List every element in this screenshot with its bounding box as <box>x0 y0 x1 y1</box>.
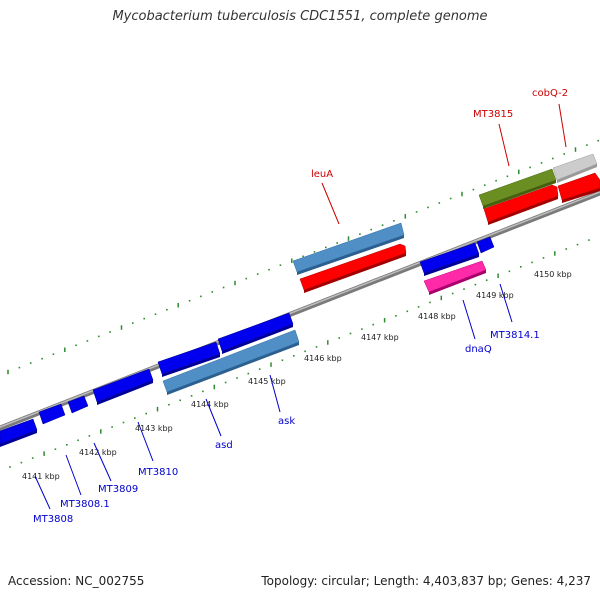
gene-MT3815-partner[interactable] <box>478 168 557 209</box>
accession-text: Accession: NC_002755 <box>8 574 145 588</box>
tick-label-4145: 4145 kbp <box>248 377 286 386</box>
gene-cobQ-2[interactable] <box>552 153 598 183</box>
label-MT3815[interactable]: MT3815 <box>473 109 513 120</box>
label-MT3810[interactable]: MT3810 <box>138 467 178 478</box>
label-dnaQ[interactable]: dnaQ <box>465 344 492 355</box>
gene-dnaQ[interactable] <box>423 260 487 295</box>
genome-backbone <box>0 190 600 431</box>
leader-dnaQ <box>462 299 476 340</box>
label-asd[interactable]: asd <box>215 440 233 451</box>
gene-asd-upper[interactable] <box>157 341 221 377</box>
gene-leuA-partner[interactable] <box>292 222 405 275</box>
leader-MT3814.1 <box>499 283 513 323</box>
label-leuA[interactable]: leuA <box>311 169 333 180</box>
map-title: Mycobacterium tuberculosis CDC1551, comp… <box>112 9 488 24</box>
label-MT3808.1[interactable]: MT3808.1 <box>60 499 110 510</box>
tick-label-4144: 4144 kbp <box>191 400 229 409</box>
gene-MT3808[interactable] <box>0 418 38 447</box>
gene-ask-upper[interactable] <box>217 312 294 354</box>
gene-cobQ-2-forward[interactable] <box>557 172 600 203</box>
gene-leuA[interactable] <box>299 243 407 293</box>
tick-label-4143: 4143 kbp <box>135 424 173 433</box>
reverse-tick-row <box>9 239 590 468</box>
label-MT3809[interactable]: MT3809 <box>98 484 138 495</box>
leader-MT3808.1 <box>65 454 82 496</box>
gene-MT3814.1[interactable] <box>476 236 495 254</box>
label-MT3808[interactable]: MT3808 <box>33 514 73 525</box>
label-cobQ-2[interactable]: cobQ-2 <box>532 88 568 99</box>
leader-leuA <box>321 182 340 225</box>
tick-label-4150: 4150 kbp <box>534 270 572 279</box>
genome-summary-text: Topology: circular; Length: 4,403,837 bp… <box>261 574 591 588</box>
gene-MT3809[interactable] <box>67 395 89 414</box>
reverse-strand-genes <box>0 236 495 447</box>
leader-asd <box>205 398 222 437</box>
gene-MT3810[interactable] <box>92 368 154 405</box>
tick-label-4147: 4147 kbp <box>361 333 399 342</box>
tick-label-4149: 4149 kbp <box>476 291 514 300</box>
gene-dnaQ-partner[interactable] <box>419 242 480 276</box>
tick-label-4146: 4146 kbp <box>304 354 342 363</box>
label-ask[interactable]: ask <box>278 416 295 427</box>
forward-tick-row <box>7 139 600 375</box>
tick-label-4141: 4141 kbp <box>22 472 60 481</box>
label-leader-lines <box>34 103 567 510</box>
leader-MT3808 <box>34 475 51 510</box>
tick-labels: 4141 kbp 4142 kbp 4143 kbp 4144 kbp 4145… <box>22 270 572 481</box>
leader-ask <box>269 374 281 413</box>
label-MT3814.1[interactable]: MT3814.1 <box>490 330 540 341</box>
forward-strand-genes <box>292 153 600 293</box>
leader-cobQ-2 <box>558 103 567 148</box>
gene-MT3815[interactable] <box>483 184 559 225</box>
gene-ask[interactable] <box>162 329 300 395</box>
leader-MT3810 <box>137 421 154 462</box>
leader-MT3815 <box>498 123 510 167</box>
leader-MT3809 <box>93 442 112 482</box>
gene-MT3808.1[interactable] <box>38 403 66 425</box>
gene-labels: cobQ-2 MT3815 leuA MT3814.1 dnaQ ask asd… <box>33 88 568 525</box>
tick-label-4148: 4148 kbp <box>418 312 456 321</box>
